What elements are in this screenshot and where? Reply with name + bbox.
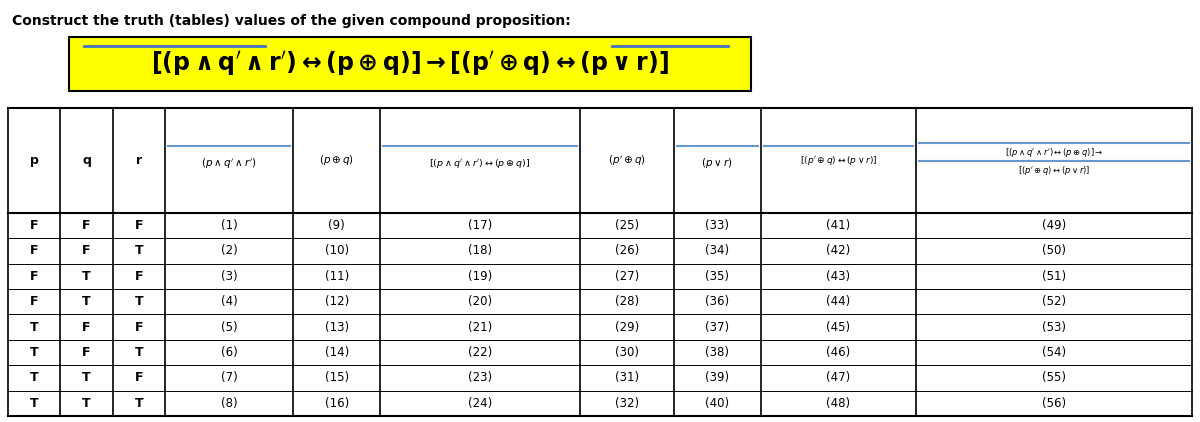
Text: T: T	[134, 244, 143, 257]
Text: (37): (37)	[706, 321, 730, 333]
Text: (12): (12)	[325, 295, 349, 308]
Text: (36): (36)	[706, 295, 730, 308]
Text: (43): (43)	[827, 270, 851, 283]
Text: (48): (48)	[827, 397, 851, 410]
Text: F: F	[83, 219, 91, 232]
Text: (45): (45)	[827, 321, 851, 333]
Text: (16): (16)	[325, 397, 349, 410]
Text: F: F	[83, 244, 91, 257]
Text: (34): (34)	[706, 244, 730, 257]
Text: r: r	[136, 154, 142, 167]
Text: F: F	[134, 270, 143, 283]
Text: (18): (18)	[468, 244, 492, 257]
Text: F: F	[83, 321, 91, 333]
Text: (32): (32)	[614, 397, 638, 410]
Text: (1): (1)	[221, 219, 238, 232]
Text: $(p \wedge q' \wedge r')$: $(p \wedge q' \wedge r')$	[202, 156, 257, 170]
Text: (8): (8)	[221, 397, 238, 410]
Text: (33): (33)	[706, 219, 730, 232]
Text: T: T	[83, 397, 91, 410]
Text: T: T	[30, 397, 38, 410]
Text: (55): (55)	[1042, 371, 1066, 384]
Text: F: F	[30, 295, 38, 308]
Text: T: T	[134, 397, 143, 410]
Text: F: F	[30, 219, 38, 232]
Text: (35): (35)	[706, 270, 730, 283]
Text: Construct the truth (tables) values of the given compound proposition:: Construct the truth (tables) values of t…	[12, 14, 571, 28]
Text: T: T	[134, 346, 143, 359]
Text: (42): (42)	[827, 244, 851, 257]
Text: T: T	[83, 371, 91, 384]
Text: (56): (56)	[1042, 397, 1067, 410]
Text: (31): (31)	[614, 371, 638, 384]
Text: (5): (5)	[221, 321, 238, 333]
Text: (14): (14)	[325, 346, 349, 359]
Text: $[(p \wedge q' \wedge r') \leftrightarrow (p \oplus q)] \rightarrow$: $[(p \wedge q' \wedge r') \leftrightarro…	[1004, 146, 1104, 159]
Text: (26): (26)	[614, 244, 640, 257]
Text: (4): (4)	[221, 295, 238, 308]
Text: (2): (2)	[221, 244, 238, 257]
Text: $(p' \oplus q)$: $(p' \oplus q)$	[608, 153, 646, 168]
Text: T: T	[30, 371, 38, 384]
Text: (25): (25)	[614, 219, 638, 232]
Text: (23): (23)	[468, 371, 492, 384]
Text: F: F	[134, 371, 143, 384]
Text: (40): (40)	[706, 397, 730, 410]
Text: F: F	[30, 270, 38, 283]
Text: (44): (44)	[827, 295, 851, 308]
Text: (27): (27)	[614, 270, 640, 283]
Text: (41): (41)	[827, 219, 851, 232]
Text: F: F	[30, 244, 38, 257]
Text: F: F	[134, 219, 143, 232]
Text: T: T	[30, 346, 38, 359]
Text: T: T	[83, 270, 91, 283]
Text: $(p \vee r)$: $(p \vee r)$	[701, 157, 733, 170]
Text: $[(p' \oplus q) \leftrightarrow (p \vee r)]$: $[(p' \oplus q) \leftrightarrow (p \vee …	[1018, 164, 1091, 177]
Text: (7): (7)	[221, 371, 238, 384]
Text: (6): (6)	[221, 346, 238, 359]
Text: (51): (51)	[1042, 270, 1067, 283]
Text: (10): (10)	[325, 244, 349, 257]
Text: q: q	[82, 154, 91, 167]
Text: (53): (53)	[1042, 321, 1066, 333]
Text: $\mathbf{[( p \wedge q' \wedge r') \leftrightarrow (p \oplus q)] \rightarrow [(p: $\mathbf{[( p \wedge q' \wedge r') \left…	[151, 50, 668, 78]
Text: (15): (15)	[325, 371, 349, 384]
Text: $[(p \wedge q' \wedge r') \leftrightarrow (p \oplus q)]$: $[(p \wedge q' \wedge r') \leftrightarro…	[430, 157, 530, 170]
Text: T: T	[134, 295, 143, 308]
Text: (28): (28)	[614, 295, 638, 308]
Text: (46): (46)	[827, 346, 851, 359]
Text: (19): (19)	[468, 270, 492, 283]
Text: (39): (39)	[706, 371, 730, 384]
Text: (47): (47)	[827, 371, 851, 384]
Text: (3): (3)	[221, 270, 238, 283]
Text: (9): (9)	[329, 219, 346, 232]
Text: T: T	[83, 295, 91, 308]
Text: (22): (22)	[468, 346, 492, 359]
Text: $[(p' \oplus q) \leftrightarrow (p \vee r)]$: $[(p' \oplus q) \leftrightarrow (p \vee …	[799, 154, 877, 167]
Text: (54): (54)	[1042, 346, 1067, 359]
Text: (30): (30)	[614, 346, 638, 359]
Text: (38): (38)	[706, 346, 730, 359]
FancyBboxPatch shape	[70, 37, 751, 91]
Text: (50): (50)	[1042, 244, 1066, 257]
Text: $(p \oplus q)$: $(p \oplus q)$	[319, 153, 354, 168]
Text: F: F	[134, 321, 143, 333]
Text: (17): (17)	[468, 219, 492, 232]
Text: (21): (21)	[468, 321, 492, 333]
Text: (20): (20)	[468, 295, 492, 308]
Text: (29): (29)	[614, 321, 640, 333]
Text: T: T	[30, 321, 38, 333]
Text: p: p	[30, 154, 38, 167]
Text: (52): (52)	[1042, 295, 1067, 308]
Text: F: F	[83, 346, 91, 359]
Text: (49): (49)	[1042, 219, 1067, 232]
Text: (24): (24)	[468, 397, 492, 410]
Text: (11): (11)	[325, 270, 349, 283]
Text: (13): (13)	[325, 321, 349, 333]
